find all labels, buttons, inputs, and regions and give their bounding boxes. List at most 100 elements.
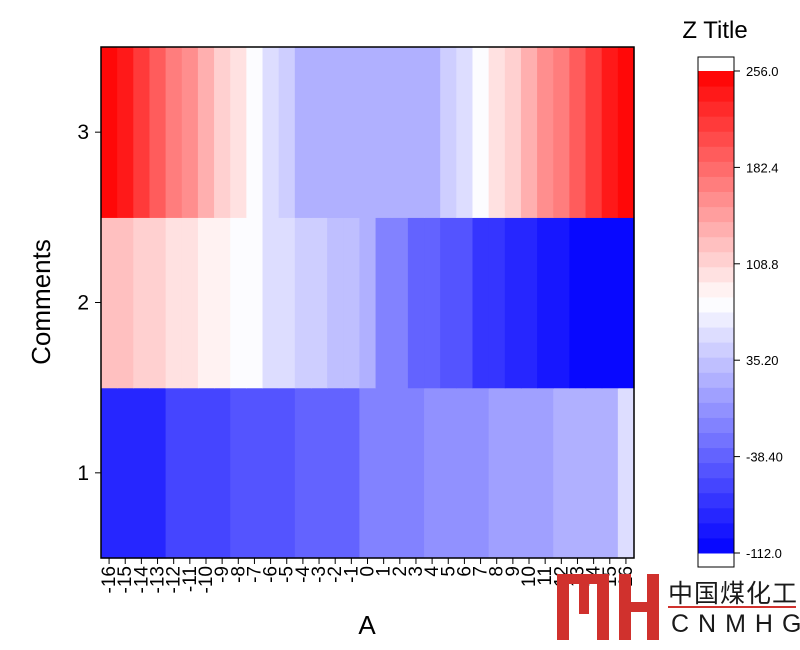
colorbar-level-2 <box>698 507 734 524</box>
heatmap-cell-row2-9 <box>246 217 264 389</box>
heatmap-cell-row2-20 <box>424 217 441 389</box>
heatmap-cell-row3-18 <box>391 47 409 218</box>
watermark-text-cn: 中国煤化工 <box>668 579 799 608</box>
x-tick-label-6: -10 <box>196 566 217 593</box>
heatmap-cell-row3-19 <box>407 47 425 218</box>
heatmap-cell-row3-23 <box>472 47 490 218</box>
heatmap-cell-row3-21 <box>440 47 457 218</box>
heatmap-cell-row3-31 <box>601 47 619 218</box>
x-tick-label-15: -1 <box>341 566 362 583</box>
heatmap-cell-row3-3 <box>149 47 167 218</box>
y-axis-label: Comments <box>26 239 56 365</box>
heatmap-cell-row2-11 <box>278 217 296 389</box>
heatmap-cell-row1-4 <box>359 387 425 559</box>
heatmap-cell-row3-29 <box>569 47 587 218</box>
heatmap-cell-row3-12 <box>294 47 312 218</box>
heatmap-cell-row2-28 <box>553 217 570 389</box>
heatmap-cell-row3-9 <box>246 47 264 218</box>
heatmap-cell-row2-17 <box>375 217 393 389</box>
colorbar-level-27 <box>698 131 734 147</box>
heatmap-cell-row3-5 <box>181 47 199 218</box>
heatmap-cell-row2-12 <box>294 217 312 389</box>
x-tick-label-10: -6 <box>261 566 282 583</box>
x-tick-label-27: 11 <box>535 566 556 586</box>
heatmap-cell-row2-26 <box>520 217 538 389</box>
colorbar-level-23 <box>698 191 734 208</box>
colorbar-level-30 <box>698 86 734 102</box>
heatmap-cell-row1-1 <box>165 387 231 559</box>
colorbar-level-4 <box>698 477 734 494</box>
x-tick-label-19: 3 <box>406 566 427 577</box>
heatmap-cell-row2-16 <box>359 217 377 389</box>
watermark-logo: 中国煤化工 CNMHG <box>553 568 800 645</box>
colorbar-tick-label-1: 182.4 <box>746 160 779 175</box>
x-tick-label-18: 2 <box>390 566 411 577</box>
heatmap-cell-row2-19 <box>407 217 425 389</box>
cnmhg-logo-icon <box>557 574 659 640</box>
x-tick-label-14: -2 <box>325 566 346 583</box>
heatmap-cell-row3-27 <box>537 47 554 218</box>
heatmap-cell-row1-8 <box>617 387 635 559</box>
colorbar-level-5 <box>698 462 734 479</box>
watermark-text-en: CNMHG <box>671 610 800 638</box>
heatmap-cell-row1-6 <box>488 387 554 559</box>
heatmap-cell-row3-1 <box>117 47 134 218</box>
colorbar-level-12 <box>698 357 734 373</box>
heatmap-cell-row2-1 <box>117 217 134 389</box>
x-tick-label-11: -5 <box>277 566 298 583</box>
heatmap-cell-row2-30 <box>585 217 603 389</box>
heatmap-cell-row2-31 <box>601 217 619 389</box>
colorbar-level-15 <box>698 312 734 328</box>
x-tick-label-7: -9 <box>212 566 233 583</box>
heatmap-cell-row2-32 <box>617 217 635 389</box>
heatmap-cell-row3-30 <box>585 47 603 218</box>
x-tick-label-22: 6 <box>454 566 475 577</box>
y-tick-label-2: 2 <box>77 292 89 315</box>
colorbar-level-8 <box>698 417 734 433</box>
colorbar-level-26 <box>698 146 734 162</box>
heatmap-cell-row2-15 <box>343 217 361 389</box>
y-axis: 1 2 3 <box>77 121 101 485</box>
x-tick-label-13: -3 <box>309 566 330 583</box>
colorbar-level-6 <box>698 447 734 464</box>
x-tick-label-4: -12 <box>164 566 185 593</box>
heatmap-cell-row2-5 <box>181 217 199 389</box>
x-tick-label-8: -8 <box>228 566 249 583</box>
colorbar-level-22 <box>698 206 734 223</box>
heatmap-cell-row1-5 <box>424 387 490 559</box>
colorbar-level-1 <box>698 522 734 539</box>
colorbar-frame <box>697 56 735 568</box>
colorbar-level-11 <box>698 372 734 388</box>
colorbar-tick-label-4: -38.40 <box>746 450 783 465</box>
heatmap-cell-row2-27 <box>537 217 554 389</box>
x-tick-label-16: 0 <box>358 566 379 577</box>
heatmap-cell-row3-14 <box>327 47 344 218</box>
heatmap-cell-row2-24 <box>488 217 506 389</box>
heatmap-cell-row2-4 <box>165 217 183 389</box>
x-tick-label-25: 9 <box>503 566 524 577</box>
colorbar-level-3 <box>698 492 734 509</box>
heatmap-cell-row2-2 <box>133 217 151 389</box>
heatmap-cell-row3-25 <box>504 47 522 218</box>
heatmap-cell-row3-17 <box>375 47 393 218</box>
heatmap-cell-row2-14 <box>327 217 344 389</box>
heatmap-cell-row2-29 <box>569 217 587 389</box>
x-tick-label-24: 8 <box>487 566 508 577</box>
x-tick-label-3: -13 <box>148 566 169 593</box>
colorbar-level-0 <box>698 537 734 554</box>
x-tick-label-21: 5 <box>438 566 459 577</box>
heatmap-cell-row3-2 <box>133 47 151 218</box>
heatmap-cell-row3-4 <box>165 47 183 218</box>
colorbar-level-16 <box>698 296 734 313</box>
heatmap-cell-row2-7 <box>214 217 231 389</box>
heatmap-cell-row3-16 <box>359 47 377 218</box>
colorbar-level-21 <box>698 221 734 238</box>
colorbar-level-19 <box>698 251 734 268</box>
heatmap-cell-row3-24 <box>488 47 506 218</box>
colorbar-level-28 <box>698 116 734 132</box>
heatmap-cell-row3-10 <box>262 47 280 218</box>
colorbar-title: Z Title <box>682 17 747 44</box>
x-tick-label-12: -4 <box>293 566 314 583</box>
heatmap-cell-row2-18 <box>391 217 409 389</box>
x-tick-label-9: -7 <box>244 566 265 583</box>
